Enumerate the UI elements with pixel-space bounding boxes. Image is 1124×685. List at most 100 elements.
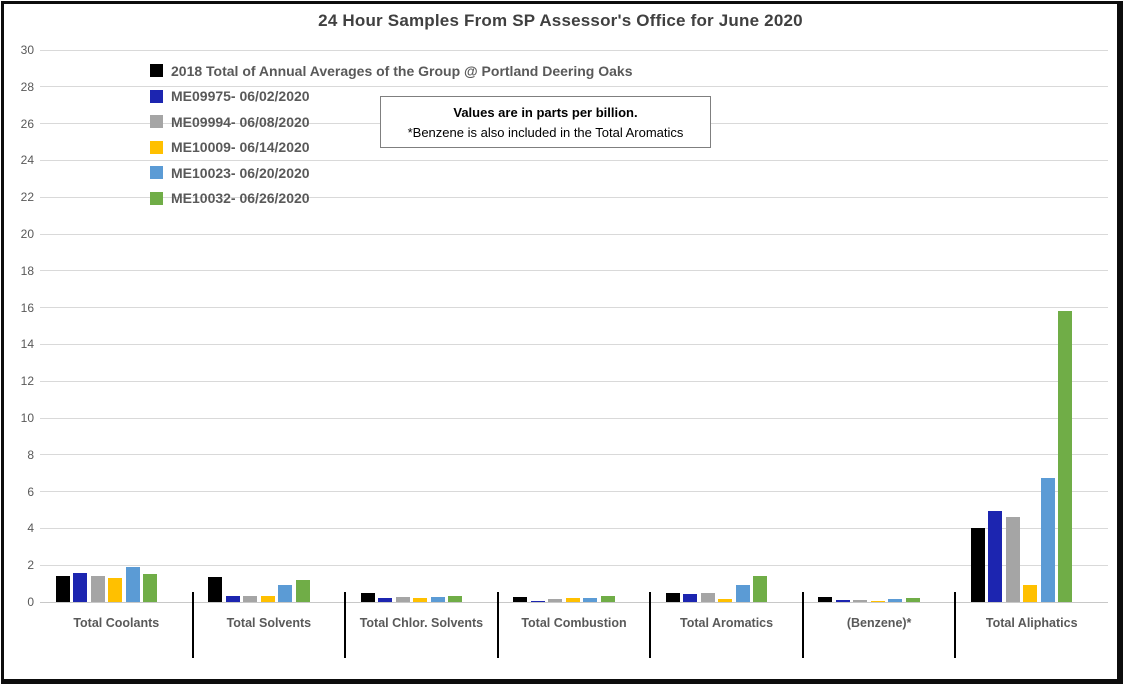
gridline-y30	[40, 49, 1108, 51]
legend-swatch-icon	[150, 191, 163, 205]
bar	[530, 600, 545, 602]
y-tick-label-4: 4	[27, 521, 34, 536]
bar	[683, 593, 698, 602]
legend-label: ME09975- 06/02/2020	[171, 88, 310, 105]
bar	[513, 597, 528, 602]
bar	[1040, 477, 1055, 602]
legend-label: ME10032- 06/26/2020	[171, 190, 310, 207]
gridline-y20	[40, 233, 1108, 235]
bar	[278, 585, 293, 602]
category-label: Total Aliphatics	[985, 616, 1078, 630]
legend-label: ME10023- 06/20/2020	[171, 164, 310, 181]
legend-item: 2018 Total of Annual Averages of the Gro…	[150, 58, 632, 84]
y-tick-label-18: 18	[20, 263, 34, 278]
y-tick-label-20: 20	[20, 227, 34, 241]
bar	[735, 585, 750, 602]
bar	[260, 596, 275, 602]
bar	[700, 592, 715, 602]
category-divider	[496, 592, 499, 658]
category-divider	[954, 592, 957, 658]
y-tick-label-8: 8	[27, 447, 34, 462]
gridline-y8	[40, 454, 1108, 456]
legend-item: ME10023- 06/20/2020	[150, 160, 632, 186]
y-tick-label-28: 28	[20, 79, 34, 94]
y-tick-label-0: 0	[27, 595, 34, 609]
legend: 2018 Total of Annual Averages of the Gro…	[150, 58, 632, 211]
bar	[1005, 517, 1020, 602]
gridline-y2	[40, 564, 1108, 566]
bar	[108, 578, 123, 602]
bar	[665, 592, 680, 602]
legend-swatch-icon	[150, 115, 163, 129]
bar	[905, 598, 920, 602]
bar	[73, 573, 88, 602]
legend-item: ME09975- 06/02/2020	[150, 84, 632, 110]
legend-label: 2018 Total of Annual Averages of the Gro…	[171, 62, 633, 79]
bar	[718, 598, 733, 602]
bar	[90, 576, 105, 602]
category-label: Total Coolants	[73, 616, 160, 630]
category-label: Total Combustion	[521, 616, 627, 630]
bar	[413, 597, 428, 602]
legend-swatch-icon	[150, 64, 163, 78]
category-divider	[191, 592, 194, 658]
bar	[565, 597, 580, 602]
legend-item: ME09994- 06/08/2020	[150, 109, 632, 135]
legend-item: ME10009- 06/14/2020	[150, 135, 632, 161]
y-tick-label-12: 12	[20, 374, 34, 389]
bar	[143, 574, 158, 602]
bar	[208, 577, 223, 602]
gridline-y22	[40, 196, 1108, 198]
bar	[295, 579, 310, 602]
bar	[753, 576, 768, 602]
gridline-y0	[40, 601, 1108, 603]
legend-swatch-icon	[150, 166, 163, 180]
bar	[55, 576, 70, 602]
y-tick-label-10: 10	[20, 411, 34, 425]
y-axis: 0 2 4 6 8 10 12 14 16 18 20 22 24 26 28 30	[4, 43, 34, 610]
bar	[360, 592, 375, 602]
bar	[835, 599, 850, 602]
y-tick-label-30: 30	[20, 43, 34, 57]
y-tick-label-22: 22	[20, 190, 34, 205]
note-text-line1: Values are in parts per billion.	[453, 105, 638, 120]
bar	[988, 510, 1003, 602]
category-label: (Benzene)*	[846, 616, 912, 630]
legend-item: ME10032- 06/26/2020	[150, 186, 632, 212]
bar	[448, 596, 463, 602]
bar	[600, 596, 615, 602]
bar	[583, 597, 598, 602]
bar	[243, 596, 258, 602]
bar	[225, 595, 240, 602]
y-tick-label-26: 26	[20, 116, 34, 131]
bar	[970, 528, 985, 602]
note-text-line2: *Benzene is also included in the Total A…	[407, 125, 684, 140]
bar	[1058, 311, 1073, 602]
gridline-y16	[40, 307, 1108, 309]
gridline-y28	[40, 86, 1108, 88]
gridline-y12	[40, 380, 1108, 382]
bar	[888, 598, 903, 602]
category-label: Total Solvents	[226, 616, 312, 630]
category-label: Total Aromatics	[680, 616, 774, 630]
gridline-y4	[40, 527, 1108, 529]
gridline-y10	[40, 417, 1108, 419]
bar	[870, 600, 885, 602]
bar	[395, 597, 410, 602]
y-tick-label-6: 6	[27, 484, 34, 499]
y-tick-label-16: 16	[20, 300, 34, 315]
gridline-y6	[40, 491, 1108, 493]
bar	[1023, 585, 1038, 602]
gridline-y24	[40, 159, 1108, 161]
legend-swatch-icon	[150, 140, 163, 154]
bar	[378, 598, 393, 602]
category-divider	[801, 592, 804, 658]
category-divider	[649, 592, 652, 658]
y-tick-label-2: 2	[27, 558, 34, 573]
legend-swatch-icon	[150, 89, 163, 103]
category-divider	[344, 592, 347, 658]
gridline-y14	[40, 343, 1108, 345]
legend-label: ME10009- 06/14/2020	[171, 139, 310, 156]
y-tick-label-24: 24	[20, 153, 34, 168]
